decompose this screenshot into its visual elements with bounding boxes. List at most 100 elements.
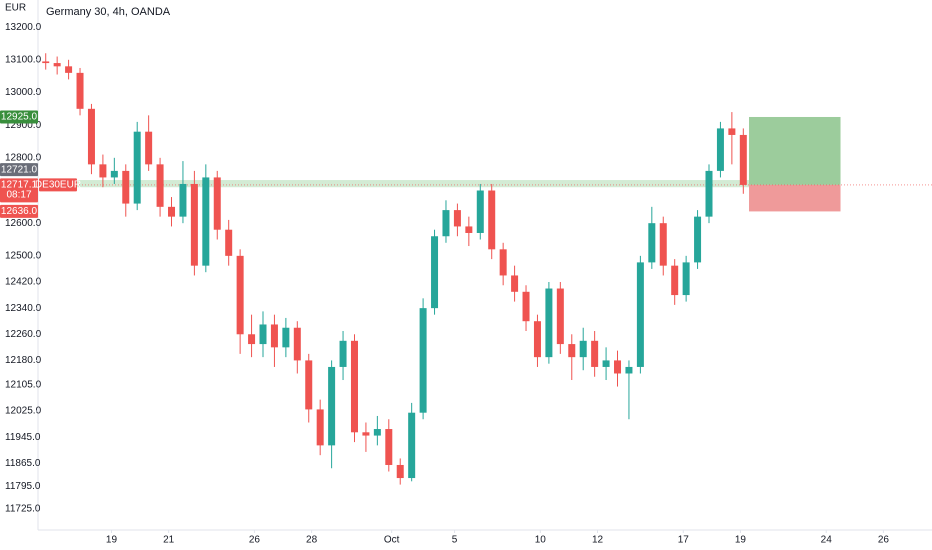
y-tick-label: 12420.0 — [5, 277, 42, 288]
candle-body — [156, 164, 164, 207]
candle-body — [545, 288, 553, 358]
y-tick-label: 13000.0 — [5, 87, 42, 98]
y-tick-label: 11795.0 — [5, 481, 41, 492]
candle-body — [602, 360, 610, 367]
candle-body — [328, 366, 336, 446]
candle-body — [568, 344, 576, 358]
candle-body — [270, 324, 278, 348]
candle-body — [614, 360, 622, 374]
candle-body — [236, 255, 244, 335]
candle-body — [419, 308, 427, 413]
x-tick-label: Oct — [384, 535, 400, 546]
candle-body — [110, 170, 118, 178]
price-tag-label: 12721.0 — [1, 164, 38, 175]
candle-body — [648, 223, 656, 263]
candle-body — [716, 128, 724, 171]
x-tick-label: 17 — [678, 535, 690, 546]
candle-body — [533, 321, 541, 358]
y-tick-label: 13200.0 — [5, 22, 42, 33]
candle-body — [202, 177, 210, 266]
candle-body — [293, 327, 301, 361]
y-tick-label: 12025.0 — [5, 406, 42, 417]
x-tick-label: 26 — [249, 535, 261, 546]
support-zone — [77, 180, 750, 188]
candle-body — [694, 216, 702, 263]
y-tick-label: 11865.0 — [5, 458, 41, 469]
candle-body — [65, 66, 73, 73]
x-tick-label: 26 — [878, 535, 890, 546]
candle-body — [190, 183, 198, 266]
x-tick-label: 12 — [592, 535, 604, 546]
symbol-tag — [39, 178, 77, 192]
candle-body — [682, 262, 690, 296]
candle-body — [465, 226, 473, 233]
candle-body — [453, 210, 461, 227]
price-tag-label: 12636.0 — [1, 206, 38, 217]
x-tick-label: 19 — [735, 535, 747, 546]
candle-body — [522, 291, 530, 322]
candle-body — [339, 340, 347, 367]
candle-body — [53, 63, 61, 67]
x-tick-label: 21 — [163, 535, 175, 546]
candle-body — [488, 190, 496, 250]
candle-body — [87, 108, 95, 165]
candle-body — [659, 223, 667, 266]
candle-body — [739, 134, 747, 185]
candle-body — [431, 236, 439, 309]
axis-unit: EUR — [5, 3, 26, 14]
price-tag-countdown: 08:17 — [6, 190, 31, 201]
y-tick-label: 12800.0 — [5, 152, 42, 163]
candle-body — [350, 340, 358, 433]
y-tick-label: 12180.0 — [5, 355, 42, 366]
candle-body — [385, 429, 393, 465]
candle-body — [168, 206, 176, 217]
y-tick-label: 11725.0 — [5, 504, 41, 515]
candle-body — [396, 464, 404, 479]
candle-body — [259, 324, 267, 345]
candle-body — [225, 229, 233, 256]
price-tag-label: 12717.1 — [1, 180, 38, 191]
candle-body — [556, 288, 564, 345]
y-tick-label: 13100.0 — [5, 54, 42, 65]
candle-body — [99, 164, 107, 178]
candle-body — [282, 327, 290, 348]
candle-body — [728, 128, 736, 135]
candle-body — [476, 190, 484, 233]
candle-body — [705, 170, 713, 217]
candle-body — [179, 183, 187, 217]
price-tag — [0, 110, 38, 124]
price-tag-label: 12925.0 — [1, 112, 38, 123]
y-tick-label: 12260.0 — [5, 329, 42, 340]
candle-body — [408, 412, 416, 479]
price-tag — [0, 204, 38, 218]
candle-body — [122, 170, 130, 204]
candle-body — [305, 360, 313, 410]
symbol-tag-label: DE30EUR — [35, 180, 81, 191]
candle-body — [248, 334, 256, 345]
candle-body — [373, 429, 381, 436]
y-tick-label: 12340.0 — [5, 303, 42, 314]
y-tick-label: 12900.0 — [5, 120, 42, 131]
candle-body — [636, 262, 644, 367]
candle-body — [76, 72, 84, 109]
candle-body — [145, 131, 153, 165]
x-tick-label: 10 — [535, 535, 547, 546]
candle-body — [316, 409, 324, 446]
candle-body — [362, 432, 370, 436]
x-tick-label: 24 — [821, 535, 833, 546]
y-tick-label: 12105.0 — [5, 380, 42, 391]
loss-zone — [749, 184, 841, 212]
candle-body — [442, 210, 450, 237]
price-tag — [0, 163, 38, 177]
candle-body — [213, 177, 221, 230]
y-tick-label: 12500.0 — [5, 250, 42, 261]
candle-body — [579, 340, 587, 358]
x-tick-label: 19 — [106, 535, 118, 546]
candle-body — [591, 340, 599, 367]
candle-body — [499, 249, 507, 276]
candle-body — [511, 275, 519, 292]
candle-body — [42, 61, 50, 64]
x-tick-label: 28 — [306, 535, 318, 546]
